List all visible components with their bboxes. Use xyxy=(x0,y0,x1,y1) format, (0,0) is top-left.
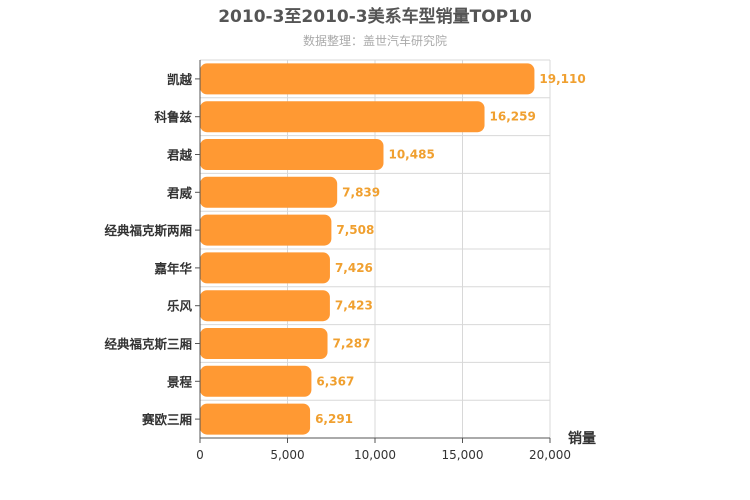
chart-title: 2010-3至2010-3美系车型销量TOP10 xyxy=(218,6,532,27)
category-label: 凯越 xyxy=(167,72,193,87)
category-label: 赛欧三厢 xyxy=(141,412,193,427)
category-label: 君越 xyxy=(166,148,193,163)
category-label: 景程 xyxy=(167,374,193,389)
x-tick-label: 15,000 xyxy=(442,448,484,462)
axes: 0 5,000 10,000 15,000 20,000 凯越科鲁兹君越君威经典福克斯两厢… xyxy=(104,60,571,462)
data-label: 19,110 xyxy=(539,72,585,86)
data-label: 7,426 xyxy=(335,261,373,275)
category-label: 君威 xyxy=(166,185,193,200)
x-tick-label: 5,000 xyxy=(270,448,304,462)
data-label: 7,508 xyxy=(336,223,374,237)
bar xyxy=(200,101,485,133)
x-tick-label: 0 xyxy=(196,448,204,462)
bar xyxy=(200,403,311,435)
category-label: 科鲁兹 xyxy=(154,110,192,125)
bar xyxy=(200,365,312,397)
bar xyxy=(200,176,338,208)
category-label: 嘉年华 xyxy=(153,261,192,276)
data-label: 7,287 xyxy=(333,337,371,351)
x-tick-label: 20,000 xyxy=(529,448,571,462)
grid-lines xyxy=(200,59,551,439)
data-label: 6,367 xyxy=(316,374,354,388)
bar xyxy=(200,63,535,95)
category-label: 经典福克斯三厢 xyxy=(104,337,192,352)
category-label: 经典福克斯两厢 xyxy=(104,223,192,238)
data-label: 7,423 xyxy=(335,299,373,313)
category-label: 乐风 xyxy=(167,299,193,314)
bar xyxy=(200,214,332,246)
chart-subtitle: 数据整理：盖世汽车研究院 xyxy=(303,33,447,48)
data-label: 10,485 xyxy=(388,148,434,162)
data-label: 16,259 xyxy=(490,110,536,124)
data-label: 7,839 xyxy=(342,185,380,199)
x-tick-label: 10,000 xyxy=(354,448,396,462)
bar xyxy=(200,290,330,322)
data-label: 6,291 xyxy=(315,412,353,426)
bars: 19,110 16,259 10,485 7,839 7,508 7,426 7,423 7,… xyxy=(200,63,586,435)
x-axis-title: 销量 xyxy=(568,430,596,447)
bar xyxy=(200,252,330,284)
bar xyxy=(200,328,328,359)
bar xyxy=(200,139,384,170)
